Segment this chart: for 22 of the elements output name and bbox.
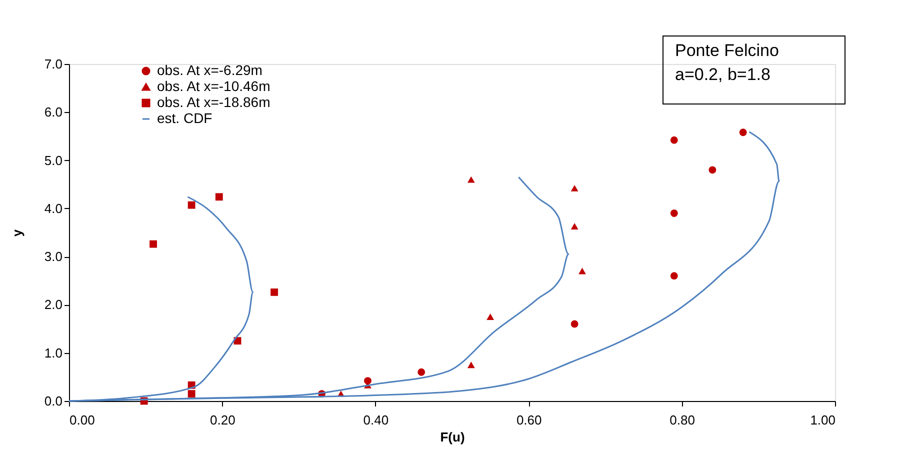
y-axis-title: y <box>9 228 24 237</box>
x-tick-label: 1.00 <box>810 412 836 428</box>
y-tick-label: 5.0 <box>44 152 62 168</box>
x-axis-title: F(u) <box>440 430 465 444</box>
legend-label: obs. At x=-18.86m <box>157 94 270 110</box>
legend-label: obs. At x=-6.29m <box>157 62 262 78</box>
y-tick-label: 7.0 <box>44 56 62 72</box>
y-tick-label: 6.0 <box>44 104 62 120</box>
x-tick-label: 0.80 <box>670 412 695 428</box>
legend-label: obs. At x=-10.46m <box>157 78 270 94</box>
x-tick-label: 0.00 <box>70 412 95 428</box>
y-tick-label: 4.0 <box>44 200 62 216</box>
annotation: a=0.2, b=1.8 <box>675 65 770 84</box>
legend-label: est. CDF <box>157 110 212 126</box>
y-tick-label: 0.0 <box>44 394 62 408</box>
x-tick-label: 0.40 <box>363 412 389 428</box>
x-tick-label: 0.60 <box>516 412 542 428</box>
y-tick-label: 2.0 <box>44 297 62 312</box>
y-tick-label: 1.0 <box>44 345 62 360</box>
x-tick-label: 0.20 <box>210 412 236 428</box>
text: Ponte Felcino <box>675 41 779 60</box>
y-tick-label: 3.0 <box>44 249 62 264</box>
